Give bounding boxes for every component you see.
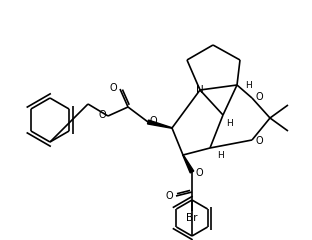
Polygon shape bbox=[183, 155, 194, 173]
Text: H: H bbox=[245, 80, 252, 90]
Text: O: O bbox=[195, 168, 202, 178]
Text: O: O bbox=[255, 136, 263, 146]
Text: O: O bbox=[110, 83, 117, 93]
Text: O: O bbox=[165, 191, 173, 201]
Text: O: O bbox=[98, 110, 106, 120]
Polygon shape bbox=[148, 120, 172, 128]
Text: O: O bbox=[150, 116, 158, 126]
Text: H: H bbox=[226, 119, 233, 127]
Text: Br: Br bbox=[186, 213, 198, 223]
Text: O: O bbox=[255, 92, 263, 102]
Text: H: H bbox=[217, 151, 224, 161]
Text: N: N bbox=[196, 85, 204, 95]
